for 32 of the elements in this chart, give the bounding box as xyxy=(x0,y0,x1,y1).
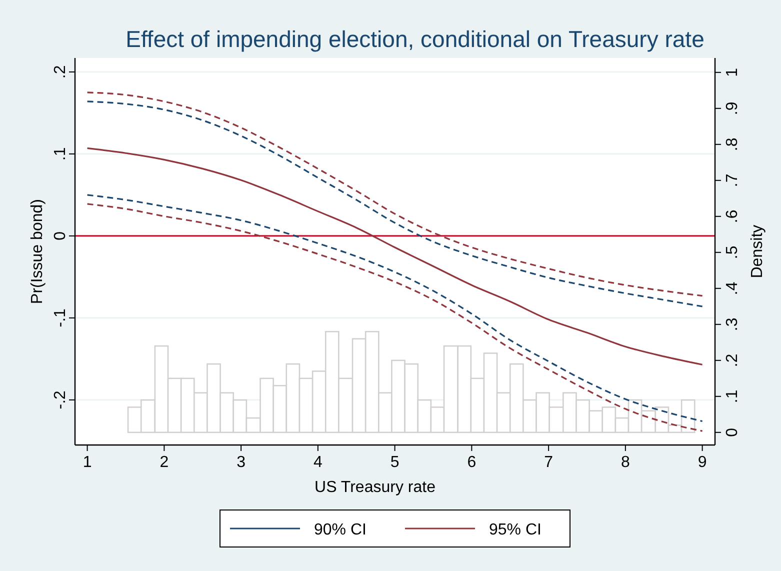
y2-tick-label: 1 xyxy=(724,68,741,77)
line-series xyxy=(86,147,704,366)
y2-tick-label: .1 xyxy=(724,390,741,404)
y2-tick-label: .3 xyxy=(724,318,741,332)
x-tick-label: 8 xyxy=(620,454,630,471)
x-tick-label: 6 xyxy=(467,454,476,471)
y-tick-label: -.1 xyxy=(52,308,69,328)
x-tick-label: 5 xyxy=(390,454,400,471)
y2-tick-label: .6 xyxy=(724,210,741,224)
legend-label: 95% CI xyxy=(489,522,542,538)
x-tick-label: 2 xyxy=(160,454,169,471)
y2-tick-label: .5 xyxy=(724,246,741,260)
y-tick-label: 0 xyxy=(52,231,69,240)
y2-tick-label: .4 xyxy=(724,282,741,296)
y2-axis-title: Density xyxy=(749,224,766,278)
chart-title: Effect of impending election, conditional on Treasury rate xyxy=(126,26,704,52)
x-tick-label: 9 xyxy=(698,454,707,471)
legend-label: 90% CI xyxy=(314,522,366,538)
x-tick-label: 3 xyxy=(236,454,246,471)
y-axis-title: Pr(Issue bond) xyxy=(29,199,46,304)
x-axis-title: US Treasury rate xyxy=(314,479,436,496)
y2-tick-label: .8 xyxy=(724,138,741,152)
x-tick-label: 7 xyxy=(544,454,554,471)
y-tick-label: -.2 xyxy=(52,390,69,410)
y-tick-label: .1 xyxy=(52,147,69,161)
x-tick-label: 4 xyxy=(313,454,322,471)
x-tick-label: 1 xyxy=(82,454,92,471)
y2-tick-label: .7 xyxy=(724,174,741,188)
y2-tick-label: .2 xyxy=(724,354,741,368)
y-tick-label: .2 xyxy=(52,65,69,79)
y2-tick-label: 0 xyxy=(724,428,741,437)
y2-tick-label: .9 xyxy=(724,102,741,116)
